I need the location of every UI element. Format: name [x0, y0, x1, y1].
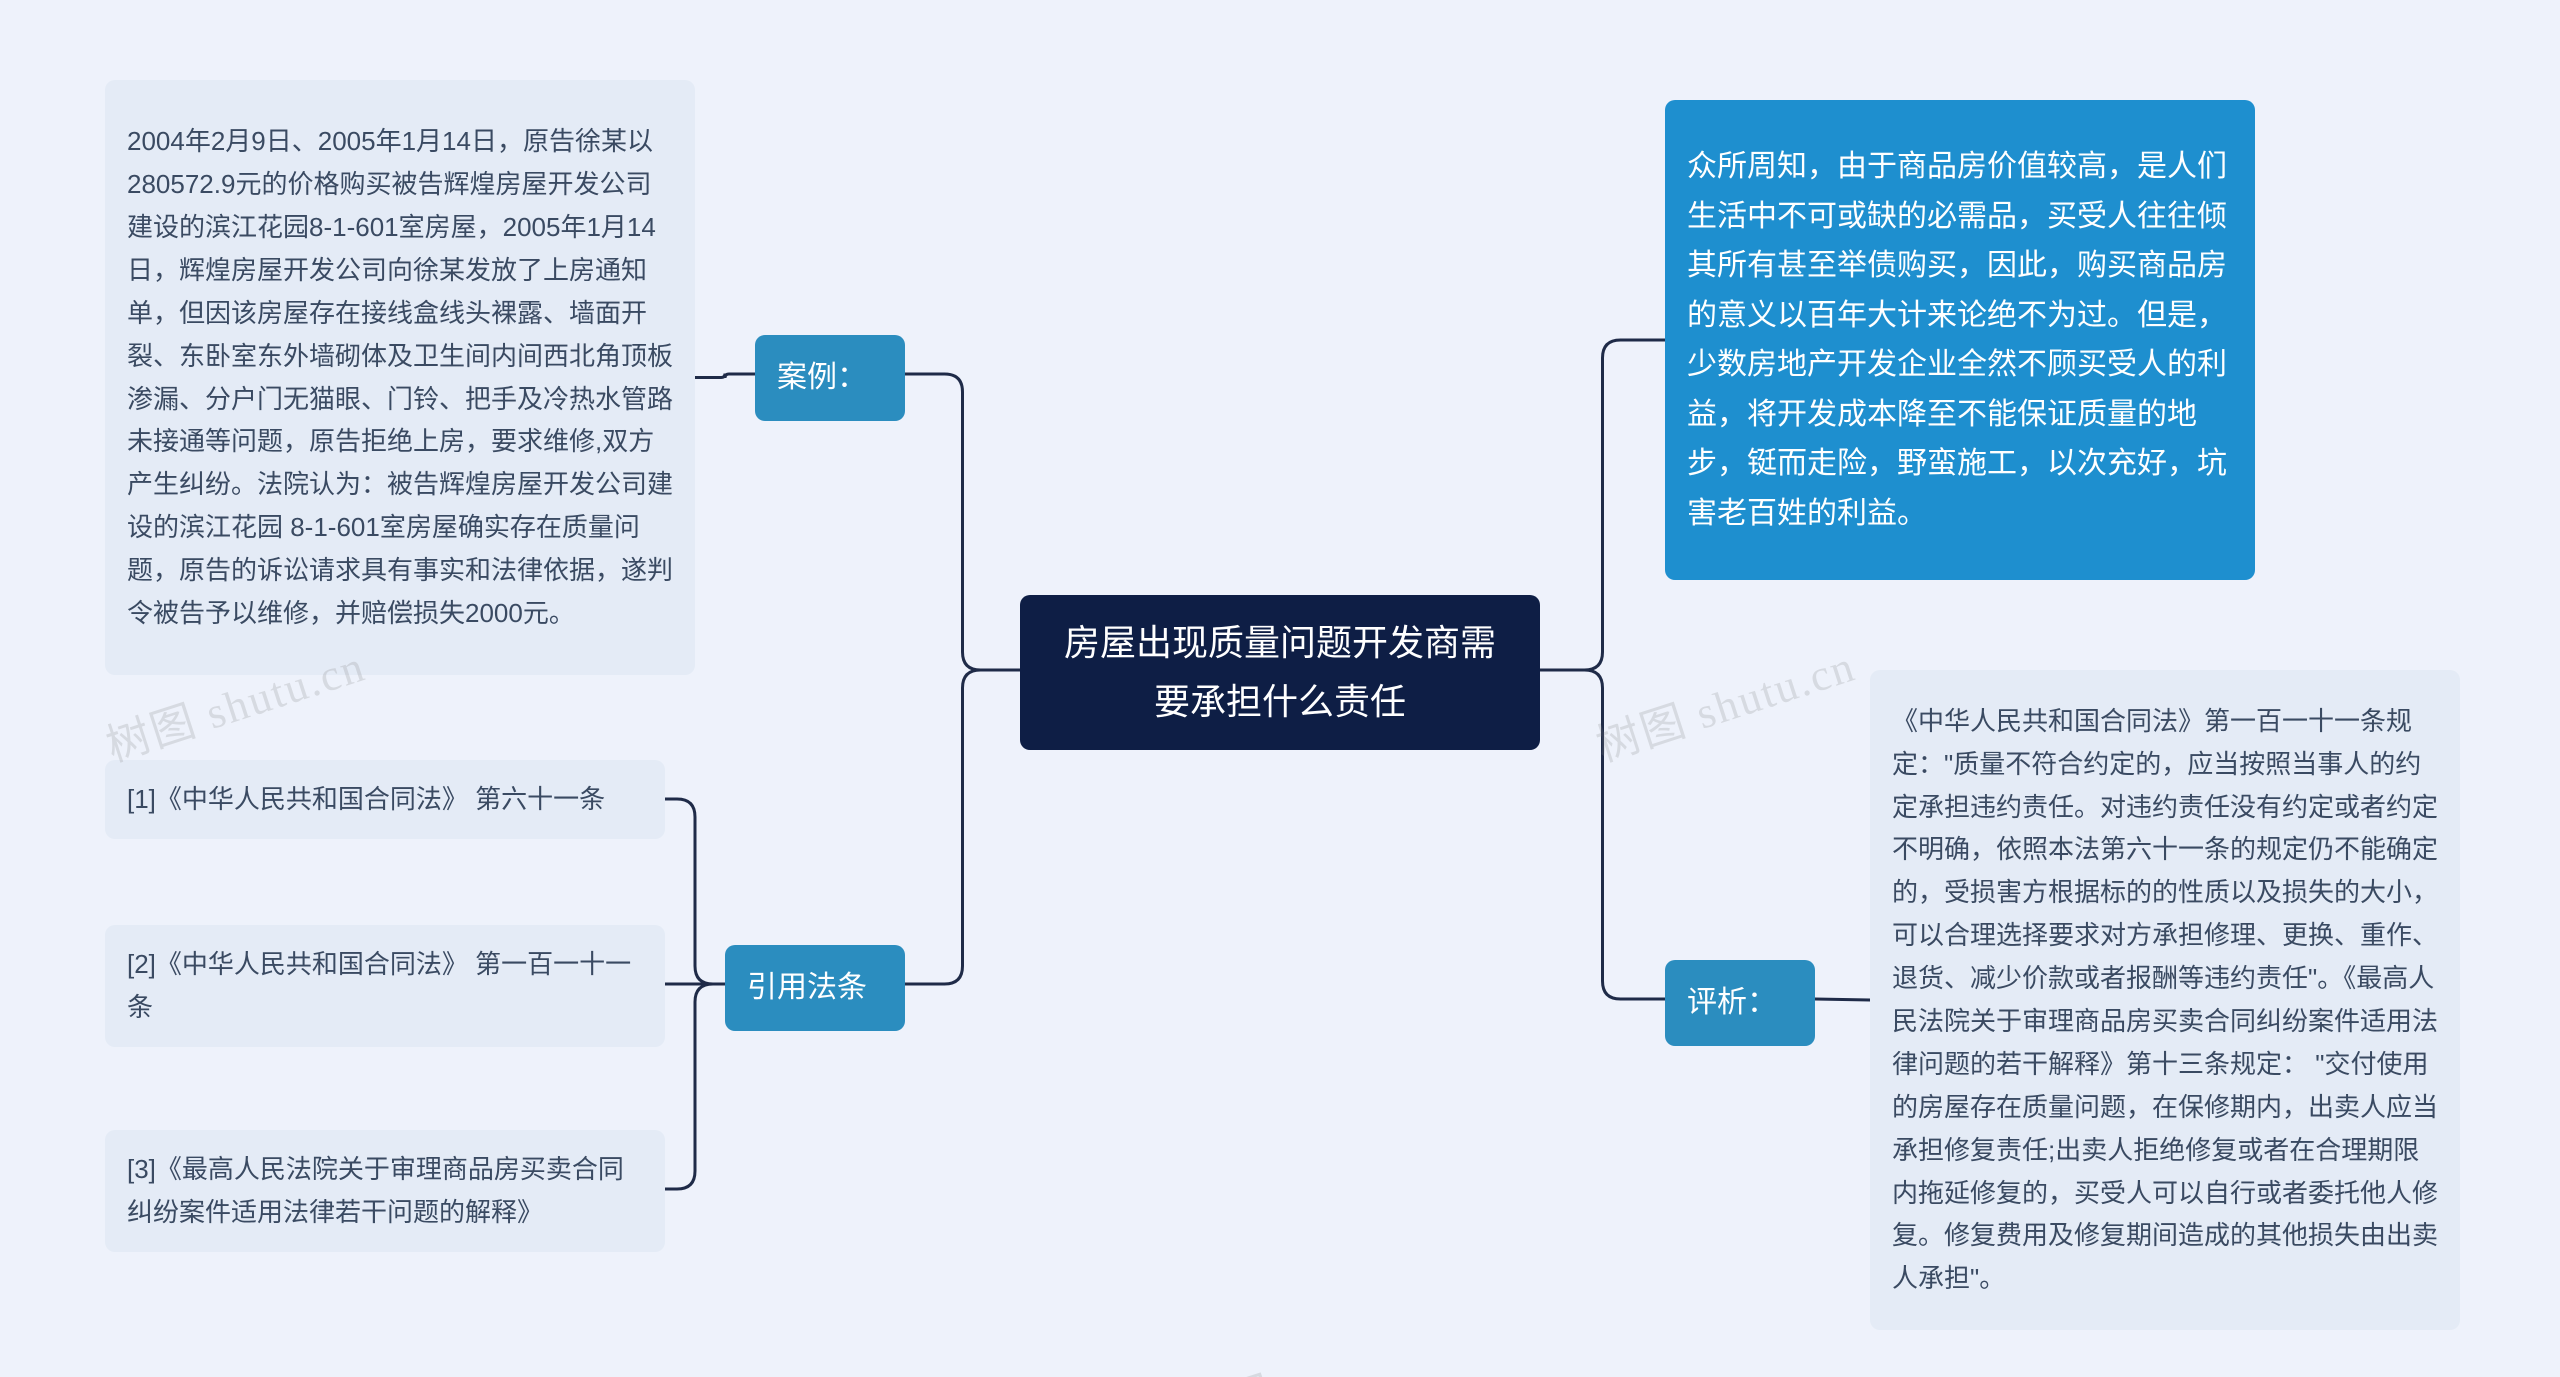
node-text: 评析： [1687, 978, 1777, 1028]
mindmap-node-law_label: 引用法条 [725, 945, 905, 1031]
node-text: 房屋出现质量问题开发商需要承担什么责任 [1064, 613, 1496, 732]
node-text: 引用法条 [747, 963, 867, 1013]
mindmap-node-law3: [3]《最高人民法院关于审理商品房买卖合同纠纷案件适用法律若干问题的解释》 [105, 1130, 665, 1252]
node-text: [1]《中华人民共和国合同法》 第六十一条 [127, 778, 605, 821]
mindmap-node-case_label: 案例： [755, 335, 905, 421]
mindmap-node-center: 房屋出现质量问题开发商需要承担什么责任 [1020, 595, 1540, 750]
node-text: 众所周知，由于商品房价值较高，是人们生活中不可或缺的必需品，买受人往往倾其所有甚… [1687, 142, 2233, 538]
watermark: 树图 shutu.cn [1587, 630, 1863, 774]
node-text: 《中华人民共和国合同法》第一百一十一条规定："质量不符合约定的，应当按照当事人的… [1892, 700, 2438, 1300]
mindmap-node-case_detail: 2004年2月9日、2005年1月14日，原告徐某以280572.9元的价格购买… [105, 80, 695, 675]
mindmap-node-analysis_label: 评析： [1665, 960, 1815, 1046]
node-text: [2]《中华人民共和国合同法》 第一百一十一条 [127, 943, 643, 1029]
watermark: 树图 ... [1174, 1339, 1331, 1377]
mindmap-node-intro: 众所周知，由于商品房价值较高，是人们生活中不可或缺的必需品，买受人往往倾其所有甚… [1665, 100, 2255, 580]
mindmap-node-law1: [1]《中华人民共和国合同法》 第六十一条 [105, 760, 665, 839]
mindmap-node-law2: [2]《中华人民共和国合同法》 第一百一十一条 [105, 925, 665, 1047]
node-text: 案例： [777, 353, 867, 403]
mindmap-node-analysis_detail: 《中华人民共和国合同法》第一百一十一条规定："质量不符合约定的，应当按照当事人的… [1870, 670, 2460, 1330]
node-text: 2004年2月9日、2005年1月14日，原告徐某以280572.9元的价格购买… [127, 120, 673, 635]
node-text: [3]《最高人民法院关于审理商品房买卖合同纠纷案件适用法律若干问题的解释》 [127, 1148, 643, 1234]
